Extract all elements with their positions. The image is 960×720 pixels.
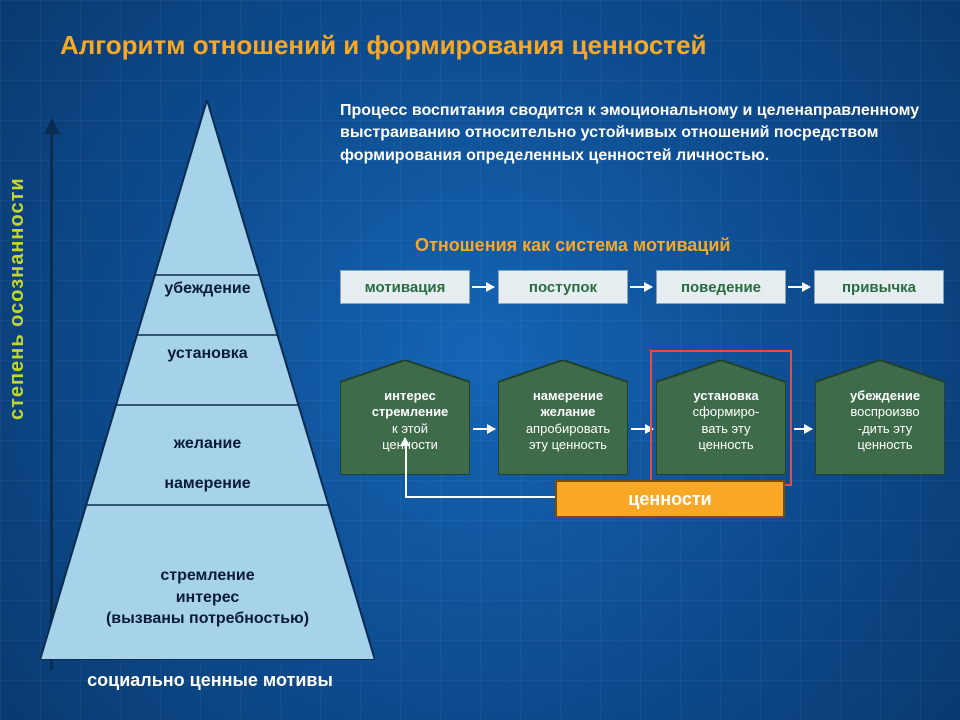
pyramid-level-2: установка: [40, 345, 375, 363]
top-box-motivation: мотивация: [340, 270, 470, 304]
pyramid-level-4: намерение: [40, 475, 375, 493]
description-text: Процесс воспитания сводится к эмоциональ…: [340, 100, 930, 167]
values-connector: [405, 440, 555, 498]
pentagon-belief: убеждениевоспроизво-дить этуценность: [815, 360, 955, 475]
subheading: Отношения как система мотиваций: [415, 235, 730, 256]
flow-top-row: мотивация поступок поведение привычка: [340, 270, 945, 310]
values-box: ценности: [555, 480, 785, 518]
arrow-icon: [472, 286, 494, 288]
pyramid: убеждение установка желание намерение ст…: [40, 100, 375, 660]
highlight-box: [650, 350, 792, 486]
vertical-axis-label: степень осознанности: [6, 177, 29, 420]
pyramid-caption: социально ценные мотивы: [60, 670, 360, 691]
top-box-act: поступок: [498, 270, 628, 304]
top-box-behavior: поведение: [656, 270, 786, 304]
page-title: Алгоритм отношений и формирования ценнос…: [60, 30, 707, 61]
top-box-habit: привычка: [814, 270, 944, 304]
arrow-up-icon: [404, 438, 406, 442]
pyramid-level-3: желание: [40, 435, 375, 453]
arrow-icon: [794, 428, 812, 430]
pyramid-level-5: стремление интерес (вызваны потребностью…: [40, 565, 375, 630]
arrow-icon: [788, 286, 810, 288]
pyramid-level-1: убеждение: [40, 280, 375, 298]
arrow-icon: [630, 286, 652, 288]
arrow-icon: [473, 428, 495, 430]
